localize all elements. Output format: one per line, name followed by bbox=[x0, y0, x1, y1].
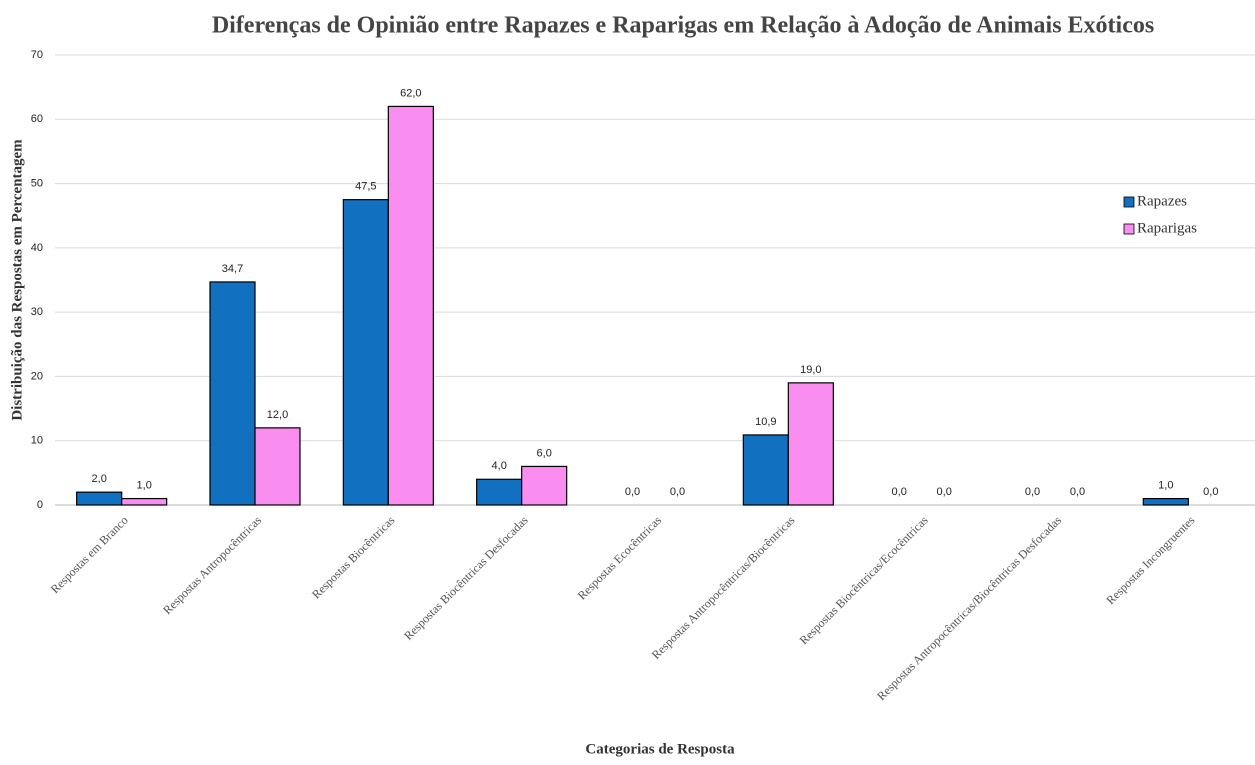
y-axis-label: Distribuição das Respostas em Percentage… bbox=[9, 139, 25, 421]
data-label: 0,0 bbox=[670, 486, 685, 498]
y-tick-label: 40 bbox=[31, 242, 43, 254]
legend-swatch bbox=[1123, 223, 1135, 235]
data-label: 12,0 bbox=[267, 409, 288, 421]
y-tick-label: 10 bbox=[31, 435, 43, 447]
x-axis-label: Categorias de Resposta bbox=[585, 741, 735, 757]
chart-title: Diferenças de Opinião entre Rapazes e Ra… bbox=[212, 13, 1154, 39]
bar bbox=[521, 465, 568, 506]
x-tick-label: Respostas Antropocêntricas/Biocêntricas bbox=[649, 513, 798, 662]
y-tick-label: 70 bbox=[31, 49, 43, 61]
x-tick-label: Respostas Ecocêntricas bbox=[575, 513, 665, 603]
data-label: 4,0 bbox=[492, 460, 507, 472]
data-label: 1,0 bbox=[1158, 479, 1173, 491]
data-label: 0,0 bbox=[625, 486, 640, 498]
data-label: 0,0 bbox=[937, 486, 952, 498]
bar bbox=[76, 491, 123, 506]
data-label: 0,0 bbox=[1203, 486, 1218, 498]
bar bbox=[1142, 497, 1189, 506]
data-label: 1,0 bbox=[137, 479, 152, 491]
data-label: 2,0 bbox=[92, 473, 107, 485]
x-tick-label: Respostas Incongruentes bbox=[1103, 513, 1197, 607]
data-label: 0,0 bbox=[1025, 486, 1040, 498]
y-tick-label: 50 bbox=[31, 177, 43, 189]
legend-label: Rapazes bbox=[1137, 193, 1187, 209]
bar bbox=[209, 281, 256, 506]
x-tick-label: Respostas Antropocêntricas bbox=[160, 513, 264, 617]
data-label: 62,0 bbox=[400, 87, 421, 99]
bar bbox=[387, 105, 434, 506]
bar bbox=[121, 497, 168, 506]
data-label: 0,0 bbox=[1070, 486, 1085, 498]
y-tick-label: 60 bbox=[31, 113, 43, 125]
bar bbox=[787, 382, 834, 506]
bar bbox=[742, 434, 789, 506]
bar bbox=[342, 199, 389, 506]
x-tick-label: Respostas em Branco bbox=[48, 513, 131, 596]
data-label: 34,7 bbox=[222, 263, 243, 275]
y-tick-label: 30 bbox=[31, 306, 43, 318]
y-tick-label: 20 bbox=[31, 370, 43, 382]
y-tick-label: 0 bbox=[37, 499, 43, 511]
data-label: 47,5 bbox=[355, 181, 376, 193]
legend-label: Raparigas bbox=[1137, 220, 1197, 236]
data-label: 10,9 bbox=[755, 416, 776, 428]
data-label: 0,0 bbox=[892, 486, 907, 498]
x-tick-label: Respostas Biocêntricas/Ecocêntricas bbox=[797, 513, 931, 647]
bar bbox=[254, 427, 301, 506]
bar bbox=[476, 478, 523, 506]
data-label: 6,0 bbox=[537, 447, 552, 459]
legend-swatch bbox=[1123, 196, 1135, 208]
x-tick-label: Respostas Biocêntricas bbox=[309, 513, 398, 602]
x-tick-label: Respostas Biocêntricas Desfocadas bbox=[401, 513, 531, 643]
data-label: 19,0 bbox=[800, 364, 821, 376]
